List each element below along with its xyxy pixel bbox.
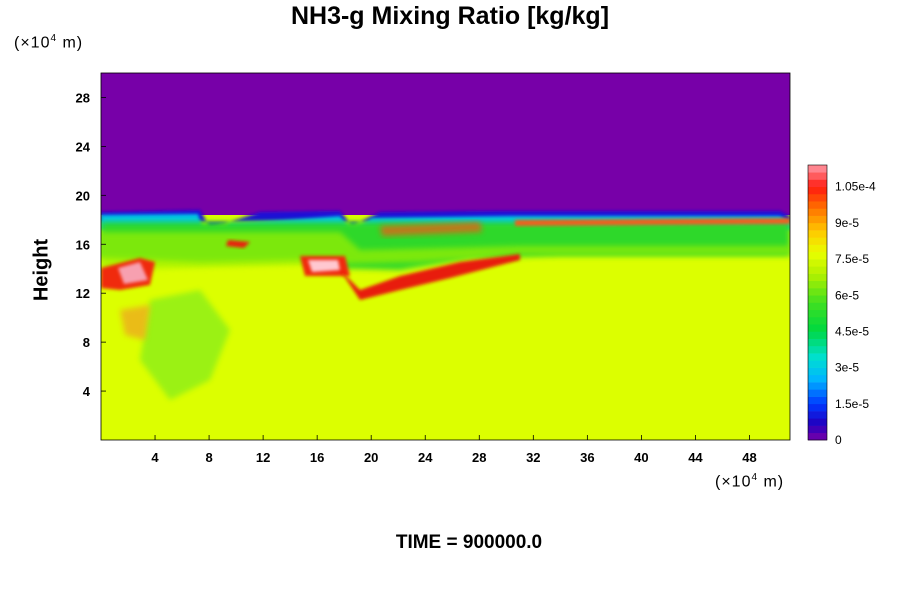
colorbar-segment [808, 230, 827, 238]
colorbar-segment [808, 425, 827, 434]
colorbar-tick-label: 3e-5 [835, 361, 859, 375]
x-tick-label: 40 [634, 450, 648, 465]
x-tick-label: 48 [742, 450, 756, 465]
y-tick-label: 16 [76, 237, 90, 252]
colorbar-tick-label: 0 [835, 433, 842, 447]
x-tick-label: 24 [418, 450, 433, 465]
y-tick-label: 20 [76, 188, 90, 203]
colorbar-segment [808, 309, 827, 318]
x-tick-label: 4 [151, 450, 159, 465]
y-tick-label: 4 [83, 384, 91, 399]
page-title: NH3-g Mixing Ratio [kg/kg] [290, 2, 610, 30]
colorbar-tick-label: 6e-5 [835, 288, 859, 302]
colorbar-segment [808, 251, 827, 260]
colorbar-segment [808, 259, 827, 267]
colorbar-segment [808, 172, 827, 180]
colorbar-segment [808, 353, 827, 361]
colorbar-tick-label: 4.5e-5 [835, 324, 869, 338]
y-tick-label: 12 [76, 286, 90, 301]
colorbar-segment [808, 222, 827, 231]
colorbar-segment [808, 382, 827, 390]
colorbar-segment [808, 280, 827, 289]
colorbar-ticks: 0 1.5e-5 3e-5 4.5e-5 6e-5 7.5e-5 9e-5 1.05e-4 [835, 180, 876, 447]
colorbar-segment [808, 389, 827, 397]
x-tick-label: 32 [526, 450, 540, 465]
colorbar-segment [808, 179, 827, 188]
y-tick-label: 24 [76, 139, 91, 154]
colorbar-segment [808, 215, 827, 224]
colorbar-segment [808, 374, 827, 383]
colorbar-segment [808, 324, 827, 332]
x-tick-label: 20 [364, 450, 378, 465]
colorbar-segment [808, 403, 827, 412]
y-tick-label: 8 [83, 335, 90, 350]
colorbar-segment [808, 186, 827, 195]
colorbar-segment [808, 345, 827, 354]
colorbar-segment [808, 316, 827, 325]
time-label: TIME = 900000.0 [395, 532, 543, 553]
x-axis-unit: (×104 m) [715, 472, 785, 491]
colorbar-segment [808, 411, 827, 419]
colorbar-segment [808, 237, 827, 245]
x-tick-label: 8 [205, 450, 212, 465]
colorbar-tick-label: 1.5e-5 [835, 397, 869, 411]
colorbar-segment [808, 302, 827, 311]
colorbar-segment [808, 367, 827, 376]
x-tick-label: 16 [310, 450, 324, 465]
colorbar-segment [808, 288, 827, 296]
x-tick-label: 12 [256, 450, 270, 465]
y-axis-ticks: 4 8 12 16 20 24 28 [76, 90, 106, 399]
colorbar-segment [808, 266, 827, 274]
colorbar-segment [808, 418, 827, 426]
colorbar-segment [808, 165, 827, 173]
colorbar-segment [808, 432, 827, 441]
colorbar-tick-label: 1.05e-4 [835, 180, 876, 194]
colorbar-segment [808, 193, 827, 202]
colorbar-segment [808, 331, 827, 339]
x-tick-label: 36 [580, 450, 594, 465]
y-tick-label: 28 [76, 90, 90, 105]
x-tick-label: 28 [472, 450, 486, 465]
colorbar-segment [808, 396, 827, 405]
colorbar-segment [808, 338, 827, 347]
colorbar-segment [808, 360, 827, 368]
colorbar-tick-label: 7.5e-5 [835, 252, 869, 266]
x-tick-label: 44 [688, 450, 703, 465]
colorbar-segment [808, 273, 827, 282]
colorbar-segment [808, 201, 827, 209]
colorbar-segment [808, 244, 827, 253]
plot-frame [100, 72, 791, 441]
y-axis-unit: (×104 m) [14, 33, 84, 52]
colorbar-frame [807, 164, 828, 441]
x-axis-ticks: 4 8 12 16 20 24 28 32 36 40 44 48 [151, 435, 757, 465]
colorbar-segment [808, 295, 827, 303]
colorbar-segment [808, 208, 827, 216]
colorbar-tick-label: 9e-5 [835, 216, 859, 230]
mixing-ratio-field [101, 73, 790, 440]
colorbar [807, 164, 828, 441]
